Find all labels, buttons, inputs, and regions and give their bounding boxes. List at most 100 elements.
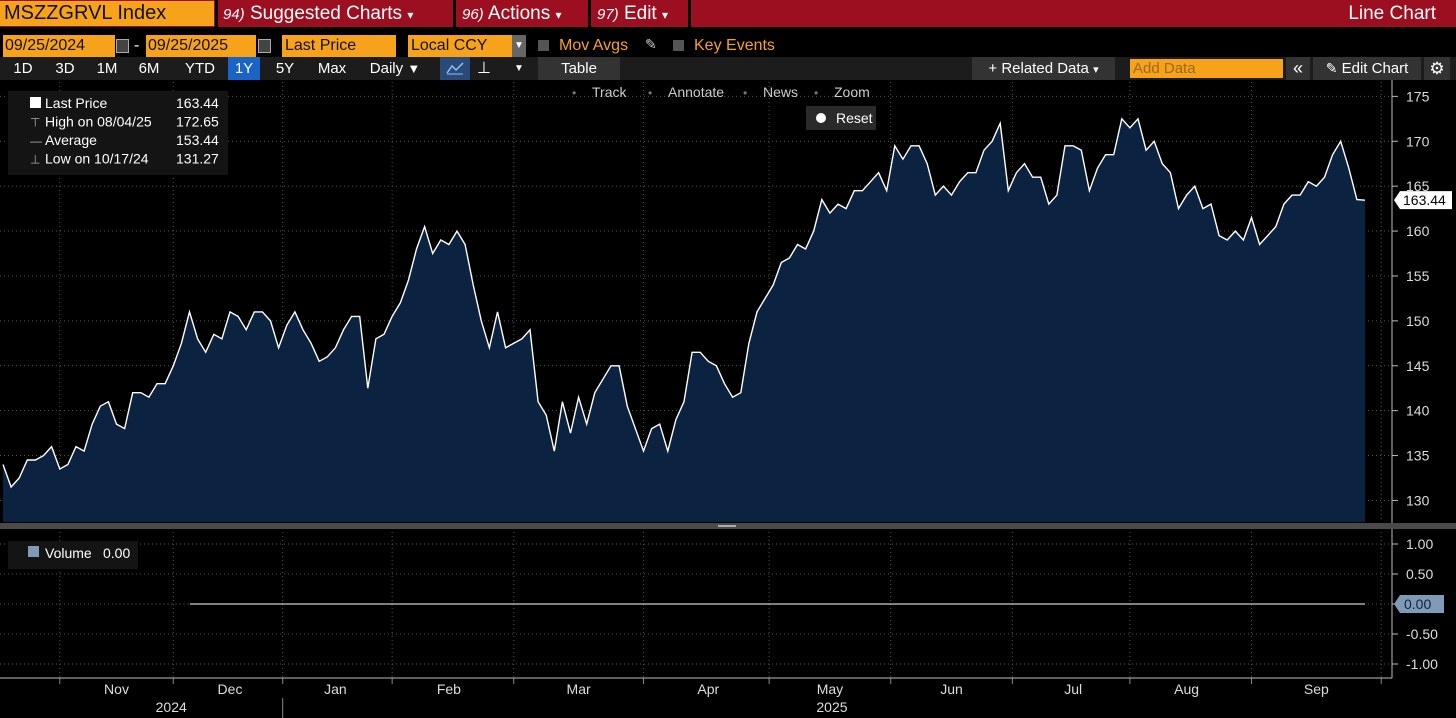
x-tick-label: Jun (940, 681, 963, 697)
frequency-label: Daily (369, 60, 404, 77)
field-select[interactable]: Last Price (282, 35, 396, 57)
collapse-icon[interactable]: « (1286, 57, 1310, 80)
ticker[interactable]: MSZZGRVL Index (0, 1, 214, 26)
related-data[interactable]: + Related Data ▾ (972, 57, 1115, 80)
settings-icon[interactable]: ⚙ (1424, 57, 1450, 80)
legend-value: 0.00 (103, 545, 130, 561)
y-tick-label: -0.50 (1406, 626, 1438, 642)
y-tick-label: 165 (1406, 178, 1430, 194)
period-button[interactable]: Max (317, 60, 347, 77)
year-label: 2024 (156, 699, 187, 715)
toolbar: 1D 3D 1M 6M YTD 1Y 5Y Max Daily ▼ ⊥ ▼ Table + R… (0, 57, 1456, 80)
y-tick-label: 0.50 (1406, 566, 1433, 582)
reset-icon (816, 113, 826, 123)
legend-label: Average (45, 132, 97, 148)
legend-swatch (30, 97, 41, 108)
y-tick-label: 140 (1406, 403, 1430, 419)
period-button[interactable]: 1D (13, 60, 33, 77)
chart-tool-icon: • (572, 86, 576, 100)
chart-tool: Annotate (668, 84, 724, 100)
calendar-icon[interactable] (258, 39, 271, 53)
pencil-icon[interactable]: ✎ (645, 36, 657, 52)
x-tick-label: Nov (104, 681, 129, 697)
dropdown-arrow[interactable]: ▼ (512, 35, 526, 57)
y-tick-label: 1.00 (1406, 536, 1433, 552)
calendar-icon[interactable] (116, 39, 129, 53)
chart-tool-icon: • (743, 86, 747, 100)
menu-number: 97) (597, 6, 619, 23)
menu-label: Actions (487, 3, 551, 24)
price-line (2, 117, 1366, 489)
legend-glyph: ⊥ (30, 153, 40, 167)
x-tick-label: Feb (437, 681, 461, 697)
add-data-input[interactable]: Add Data (1130, 59, 1283, 78)
legend-swatch (28, 546, 39, 557)
x-tick-label: Jan (324, 681, 347, 697)
last-price-label: 163.44 (1403, 192, 1446, 208)
chart-tool: News (763, 84, 798, 100)
legend-glyph: ⊤ (30, 116, 40, 130)
legend-value: 153.44 (176, 132, 219, 148)
legend-label: Volume (45, 545, 92, 561)
period-button[interactable]: 1Y (228, 57, 260, 80)
checkbox[interactable] (673, 40, 684, 51)
legend-label: High on 08/04/25 (45, 114, 152, 130)
x-tick-label: May (817, 681, 843, 697)
legend-glyph: — (30, 134, 42, 148)
chart-tool-icon: • (814, 86, 818, 100)
key-events[interactable]: Key Events (694, 37, 775, 54)
legend-value: 131.27 (176, 151, 219, 167)
x-tick-label: Jul (1064, 681, 1082, 697)
legend-value: 172.65 (176, 114, 219, 130)
x-tick-label: Apr (697, 681, 719, 697)
bar-icon[interactable]: ⊥ (477, 60, 491, 77)
y-tick-label: 175 (1406, 88, 1430, 104)
dropdown-arrow[interactable]: ▼ (514, 63, 524, 74)
icon (446, 62, 464, 75)
x-tick-label: Aug (1174, 681, 1199, 697)
edit-chart[interactable]: ✎ Edit Chart (1313, 57, 1421, 80)
edit-chart-label: Edit Chart (1341, 60, 1409, 77)
menu-number: 94) (223, 6, 245, 23)
menu-label: Edit (623, 3, 657, 24)
menu[interactable]: 96) Actions ▾ (462, 3, 562, 24)
x-tick-label: Dec (218, 681, 243, 697)
date-separator: - (134, 37, 140, 54)
chart-tool: Zoom (834, 84, 870, 100)
start-date[interactable]: 09/25/2024 (3, 35, 115, 57)
frequency[interactable]: Daily ▼ (369, 60, 421, 77)
menu[interactable]: 97) Edit ▾ (597, 3, 669, 24)
currency-select[interactable]: Local CCY (408, 35, 513, 57)
table-button[interactable]: Table (538, 57, 620, 80)
legend-label: Low on 10/17/24 (45, 151, 149, 167)
y-tick-label: 150 (1406, 313, 1430, 329)
legend-value: 163.44 (176, 95, 219, 111)
period-button[interactable]: YTD (185, 60, 215, 77)
related-data-label: + Related Data (988, 60, 1089, 77)
x-tick-label: Sep (1304, 681, 1329, 697)
period-button[interactable]: 5Y (275, 60, 295, 77)
menu-label: Suggested Charts (249, 3, 403, 24)
period-button[interactable]: 3D (55, 60, 75, 77)
y-tick-label: 135 (1406, 448, 1430, 464)
menu[interactable]: 94) Suggested Charts ▾ (223, 3, 414, 24)
menu-number: 96) (462, 6, 484, 23)
period-button[interactable]: 1M (96, 60, 118, 77)
y-tick-label: 160 (1406, 223, 1430, 239)
legend-box (8, 91, 228, 175)
y-tick-label: 145 (1406, 358, 1430, 374)
area-fill (3, 118, 1365, 523)
checkbox[interactable] (538, 40, 549, 51)
x-tick-label: Mar (567, 681, 591, 697)
y-tick-label: 170 (1406, 133, 1430, 149)
end-date[interactable]: 09/25/2025 (146, 35, 256, 57)
title-bar: MSZZGRVL Index 94) Suggested Charts ▾ 96… (0, 0, 1456, 27)
period-button[interactable]: 6M (138, 60, 160, 77)
mov-avgs[interactable]: Mov Avgs (559, 37, 629, 54)
volume-tag-label: 0.00 (1404, 596, 1431, 612)
reset-label: Reset (836, 110, 873, 126)
line-icon[interactable] (440, 57, 470, 80)
y-tick-label: 130 (1406, 492, 1430, 508)
chart-tool: Track (592, 84, 627, 100)
